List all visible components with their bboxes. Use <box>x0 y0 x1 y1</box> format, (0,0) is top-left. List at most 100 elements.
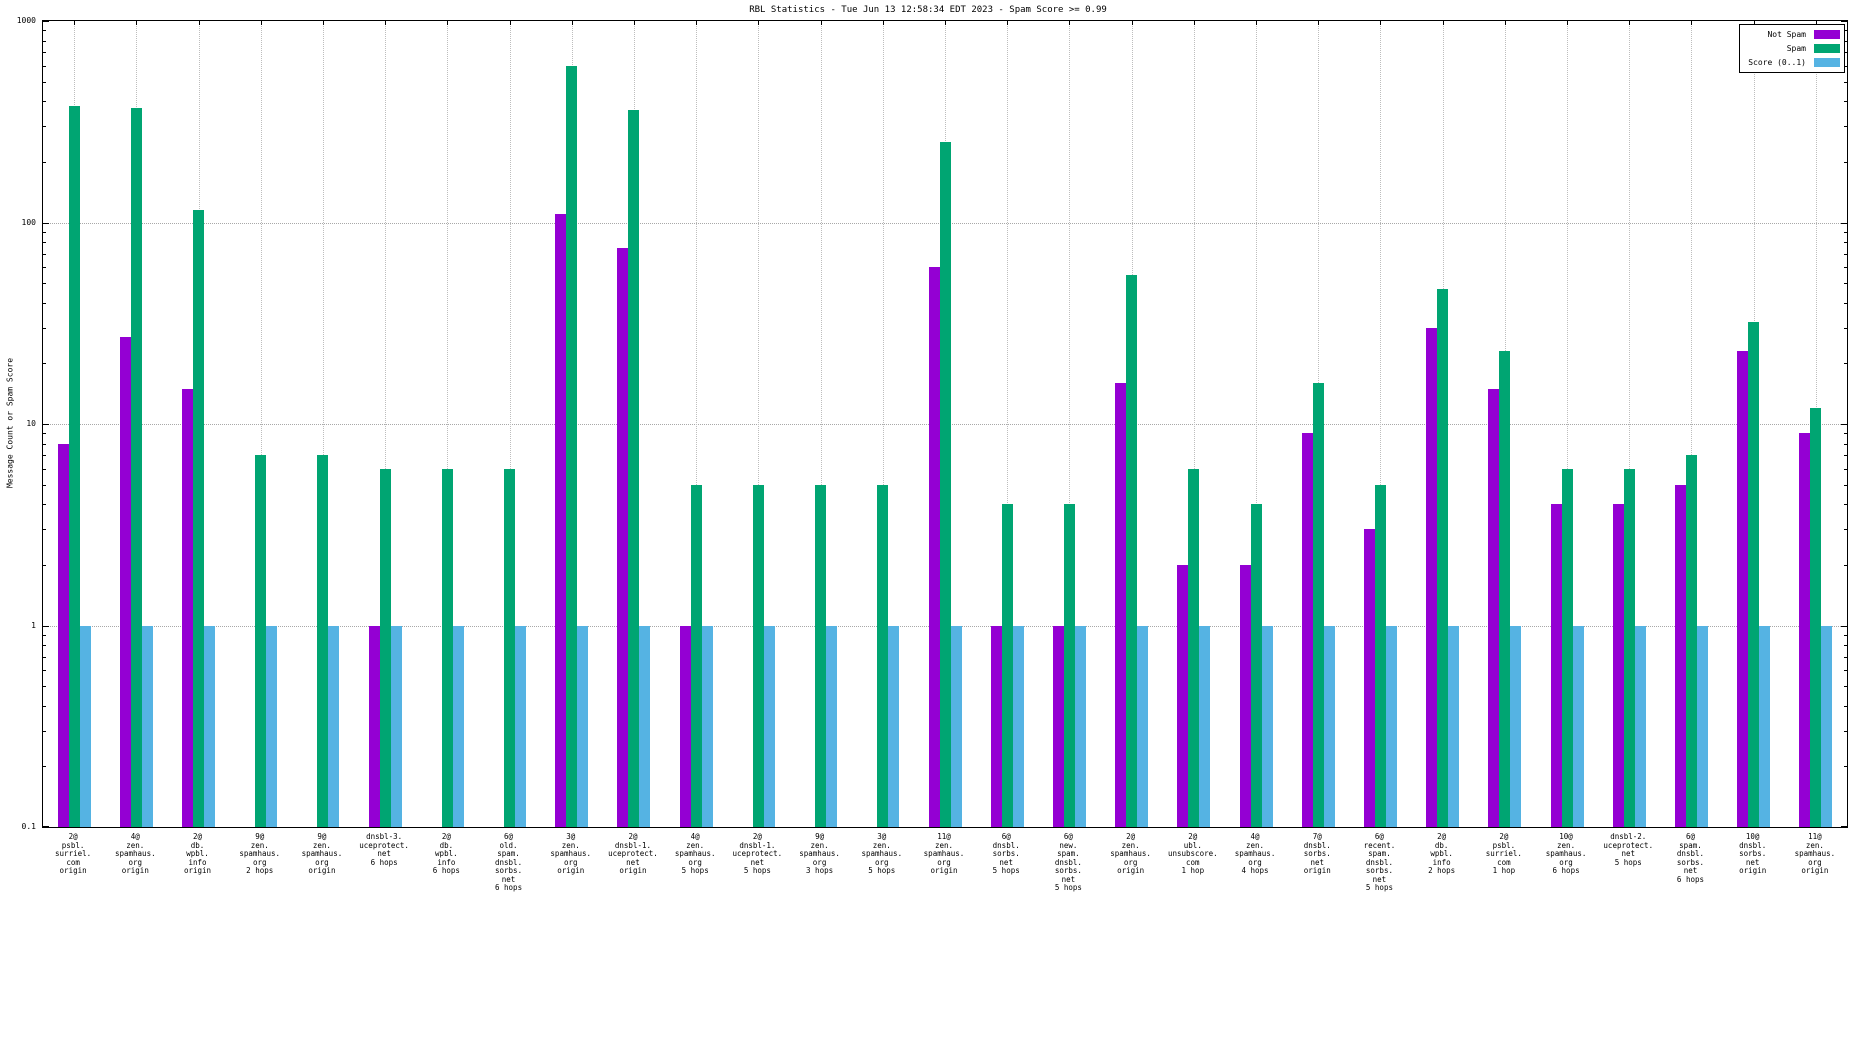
bar-score-0-1 <box>1074 626 1086 827</box>
y-minor-tick <box>43 253 46 255</box>
y-minor-tick <box>43 730 46 732</box>
x-tick-label: 4@ zen. spamhaus. org origin <box>114 832 156 875</box>
y-major-tick <box>1841 222 1847 224</box>
y-minor-tick <box>1844 327 1847 329</box>
x-tick <box>198 21 200 25</box>
y-major-tick <box>1841 826 1847 827</box>
bar-score-0-1 <box>1448 626 1460 827</box>
x-tick <box>758 21 760 25</box>
bar-spam <box>1748 322 1760 827</box>
x-tick-label: 6@ dnsbl. sorbs. net 5 hops <box>992 832 1020 875</box>
bar-not-spam <box>1177 564 1189 827</box>
bar-score-0-1 <box>141 626 153 827</box>
legend-item: Score (0..1) <box>1748 55 1840 69</box>
bar-spam <box>255 455 267 827</box>
y-minor-tick <box>1844 443 1847 445</box>
y-minor-tick <box>43 443 46 445</box>
y-minor-tick <box>43 468 46 470</box>
x-gridline <box>447 21 449 827</box>
legend-label: Spam <box>1786 43 1806 53</box>
x-gridline <box>1193 21 1195 827</box>
bar-spam <box>317 455 329 827</box>
bar-not-spam <box>1799 433 1811 827</box>
bar-score-0-1 <box>79 626 91 827</box>
legend-label: Not Spam <box>1767 29 1806 39</box>
y-minor-tick <box>1844 645 1847 647</box>
y-minor-tick <box>43 231 46 233</box>
y-minor-tick <box>43 327 46 329</box>
bar-spam <box>752 484 764 827</box>
y-major-tick <box>43 424 49 425</box>
y-minor-tick <box>43 101 46 103</box>
bar-not-spam <box>928 267 940 827</box>
bar-score-0-1 <box>515 626 527 827</box>
bar-not-spam <box>1301 433 1313 827</box>
x-tick <box>1193 21 1195 25</box>
y-minor-tick <box>43 126 46 128</box>
x-tick-label: 2@ psbl. surriel. com origin <box>55 832 92 875</box>
bar-not-spam <box>1052 625 1064 827</box>
bar-not-spam <box>990 625 1002 827</box>
x-tick-label: 2@ db. wpbl. info 6 hops <box>432 832 460 875</box>
x-tick <box>633 21 635 25</box>
chart-title: RBL Statistics - Tue Jun 13 12:58:34 EDT… <box>749 5 1107 15</box>
y-minor-tick <box>1844 634 1847 636</box>
bar-spam <box>441 468 453 827</box>
y-minor-tick <box>43 686 46 688</box>
y-minor-tick <box>1844 468 1847 470</box>
bar-spam <box>1001 504 1013 827</box>
bar-not-spam <box>368 625 380 827</box>
bar-score-0-1 <box>577 626 589 827</box>
bar-spam <box>877 484 889 827</box>
x-tick-label: 2@ psbl. surriel. com 1 hop <box>1485 832 1522 875</box>
y-minor-tick <box>1844 253 1847 255</box>
y-tick-label: 10 <box>26 419 36 428</box>
x-gridline <box>882 21 884 827</box>
legend-item: Not Spam <box>1748 27 1840 41</box>
y-minor-tick <box>1844 283 1847 285</box>
x-tick <box>1567 21 1569 25</box>
x-tick <box>820 21 822 25</box>
x-tick-label: 2@ ubl. unsubscore. com 1 hop <box>1167 832 1218 875</box>
bar-spam <box>130 108 142 827</box>
bar-score-0-1 <box>1261 626 1273 827</box>
x-tick <box>1007 21 1009 25</box>
bar-score-0-1 <box>328 626 340 827</box>
bar-not-spam <box>57 443 69 827</box>
y-minor-tick <box>43 302 46 304</box>
bar-score-0-1 <box>1385 626 1397 827</box>
y-minor-tick <box>43 161 46 163</box>
x-tick <box>571 21 573 25</box>
x-tick-label: 2@ db. wpbl. info origin <box>183 832 212 875</box>
y-tick-label: 0.1 <box>21 822 36 831</box>
y-minor-tick <box>1844 730 1847 732</box>
x-tick-label: 6@ old. spam. dnsbl. sorbs. net 6 hops <box>495 832 523 892</box>
x-tick-label: 11@ zen. spamhaus. org origin <box>1794 832 1836 875</box>
bar-score-0-1 <box>1137 626 1149 827</box>
y-major-tick <box>43 625 49 627</box>
y-minor-tick <box>43 529 46 531</box>
x-tick-label: dnsbl-3. uceprotect. net 6 hops <box>359 832 409 867</box>
x-tick-label: 3@ zen. spamhaus. org 5 hops <box>861 832 903 875</box>
legend: Not Spam Spam Score (0..1) <box>1739 24 1845 73</box>
x-gridline <box>758 21 760 827</box>
x-tick-label: 4@ zen. spamhaus. org 5 hops <box>674 832 716 875</box>
bar-score-0-1 <box>1821 626 1833 827</box>
bar-not-spam <box>555 214 567 827</box>
x-tick <box>322 21 324 25</box>
legend-label: Score (0..1) <box>1748 57 1806 67</box>
y-minor-tick <box>43 645 46 647</box>
bar-not-spam <box>182 388 194 827</box>
x-gridline <box>260 21 262 827</box>
y-minor-tick <box>1844 705 1847 707</box>
x-tick-label: 10@ zen. spamhaus. org 6 hops <box>1545 832 1587 875</box>
x-tick-label: 7@ dnsbl. sorbs. net origin <box>1303 832 1331 875</box>
y-minor-tick <box>43 81 46 83</box>
x-gridline <box>696 21 698 827</box>
x-gridline <box>820 21 822 827</box>
bar-spam <box>193 210 205 827</box>
y-major-tick <box>43 222 49 224</box>
bar-spam <box>1623 468 1635 827</box>
y-minor-tick <box>1844 65 1847 67</box>
